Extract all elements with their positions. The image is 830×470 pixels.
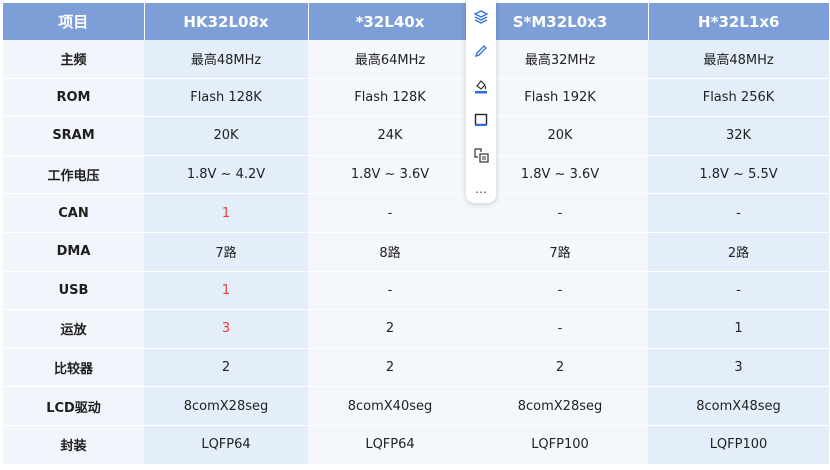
pen-icon	[474, 45, 487, 58]
comparison-table-container: 项目 HK32L08x *32L40x S*M32L0x3 H*32L1x6 主…	[3, 0, 829, 467]
cell-h32l1x6: 最高48MHz	[648, 40, 829, 79]
cell-32l40x: LQFP64	[308, 425, 472, 465]
table-header-row: 项目 HK32L08x *32L40x S*M32L0x3 H*32L1x6	[3, 3, 829, 40]
frame-button[interactable]	[468, 107, 494, 135]
header-h32l1x6: H*32L1x6	[648, 3, 829, 40]
cell-hk32l08x: 2	[144, 348, 308, 388]
table-row: 运放 3 2-1	[3, 309, 829, 349]
cell-h32l1x6: Flash 256K	[648, 78, 829, 118]
convert-button[interactable]	[468, 141, 494, 169]
table-row: USB 1- - -	[3, 271, 829, 311]
cell-hk32l08x: Flash 128K	[144, 78, 308, 118]
cell-32l40x: 8comX40seg	[308, 386, 472, 426]
cell-32l40x: 1.8V ~ 3.6V	[308, 155, 472, 195]
comparison-table: 项目 HK32L08x *32L40x S*M32L0x3 H*32L1x6 主…	[3, 3, 829, 465]
pen-button[interactable]	[468, 38, 494, 66]
cell-sm32l0x3: 20K	[472, 116, 648, 156]
row-label: DMA	[3, 232, 144, 272]
cell-sm32l0x3: -	[472, 193, 648, 233]
row-label: 主频	[3, 40, 144, 79]
row-label: CAN	[3, 193, 144, 233]
cell-h32l1x6: 2路	[648, 232, 829, 272]
row-label: 运放	[3, 309, 144, 349]
convert-icon	[474, 148, 489, 163]
frame-icon	[474, 114, 488, 127]
table-row: 比较器 2 2 2 3	[3, 348, 829, 388]
header-item: 项目	[3, 3, 145, 40]
cell-32l40x: 8路	[308, 232, 472, 272]
cell-hk32l08x: 3	[144, 309, 308, 349]
layers-icon	[473, 10, 489, 24]
cell-sm32l0x3: 1.8V ~ 3.6V	[472, 155, 648, 195]
cell-hk32l08x: 8comX28seg	[144, 386, 308, 426]
cell-h32l1x6: 8comX48seg	[648, 386, 829, 426]
cell-hk32l08x: 1	[144, 271, 308, 311]
cell-32l40x: 24K	[308, 116, 472, 156]
row-label: USB	[3, 271, 144, 311]
cell-sm32l0x3: -	[472, 271, 648, 311]
more-icon: …	[475, 182, 487, 197]
cell-hk32l08x: 1	[144, 193, 308, 233]
cell-h32l1x6: -	[648, 271, 829, 311]
cell-32l40x: 2	[308, 309, 472, 349]
table-row: LCD驱动 8comX28seg 8comX40seg 8comX28seg 8comX…	[3, 386, 829, 426]
table-row: SRAM 20K 24K 20K 32K	[3, 116, 829, 156]
row-label: 工作电压	[3, 155, 144, 195]
cell-hk32l08x: 7路	[144, 232, 308, 272]
cell-32l40x: -	[308, 271, 472, 311]
header-32l40x: *32L40x	[308, 3, 473, 40]
cell-32l40x: 最高64MHz	[308, 40, 472, 79]
cell-hk32l08x: 最高48MHz	[144, 40, 308, 79]
table-row: ROM Flash 128K Flash 128K Flash 192K Flash 2…	[3, 78, 829, 118]
cell-32l40x: 2	[308, 348, 472, 388]
cell-h32l1x6: 3	[648, 348, 829, 388]
layers-button[interactable]	[468, 3, 494, 31]
header-hk32l08x: HK32L08x	[144, 3, 309, 40]
more-button[interactable]: …	[468, 176, 494, 204]
row-label: 比较器	[3, 348, 144, 388]
table-row: 工作电压 1.8V ~ 4.2V 1.8V ~ 3.6V 1.8V ~ 3.6V 1.8…	[3, 155, 829, 195]
cell-sm32l0x3: 最高32MHz	[472, 40, 648, 79]
fill-button[interactable]	[468, 72, 494, 100]
cell-h32l1x6: -	[648, 193, 829, 233]
cell-sm32l0x3: Flash 192K	[472, 78, 648, 118]
row-label: SRAM	[3, 116, 144, 156]
row-label: 封装	[3, 425, 144, 465]
cell-h32l1x6: 1.8V ~ 5.5V	[648, 155, 829, 195]
fill-icon	[475, 79, 487, 94]
floating-toolbar: …	[466, 0, 496, 203]
cell-sm32l0x3: 8comX28seg	[472, 386, 648, 426]
cell-hk32l08x: LQFP64	[144, 425, 308, 465]
cell-32l40x: -	[308, 193, 472, 233]
cell-sm32l0x3: 7路	[472, 232, 648, 272]
row-label: ROM	[3, 78, 144, 118]
header-sm32l0x3: S*M32L0x3	[472, 3, 649, 40]
cell-32l40x: Flash 128K	[308, 78, 472, 118]
cell-h32l1x6: 32K	[648, 116, 829, 156]
cell-h32l1x6: 1	[648, 309, 829, 349]
cell-hk32l08x: 20K	[144, 116, 308, 156]
row-label: LCD驱动	[3, 386, 144, 426]
cell-h32l1x6: LQFP100	[648, 425, 829, 465]
cell-hk32l08x: 1.8V ~ 4.2V	[144, 155, 308, 195]
cell-sm32l0x3: 2	[472, 348, 648, 388]
cell-sm32l0x3: LQFP100	[472, 425, 648, 465]
cell-sm32l0x3: -	[472, 309, 648, 349]
table-row: CAN 1- - -	[3, 193, 829, 233]
table-row: 主频 最高48MHz 最高64MHz 最高32MHz 最高48MHz	[3, 40, 829, 79]
table-row: 封装 LQFP64 LQFP64 LQFP100 LQFP100	[3, 425, 829, 465]
table-row: DMA 7路 8路 7路 2路	[3, 232, 829, 272]
